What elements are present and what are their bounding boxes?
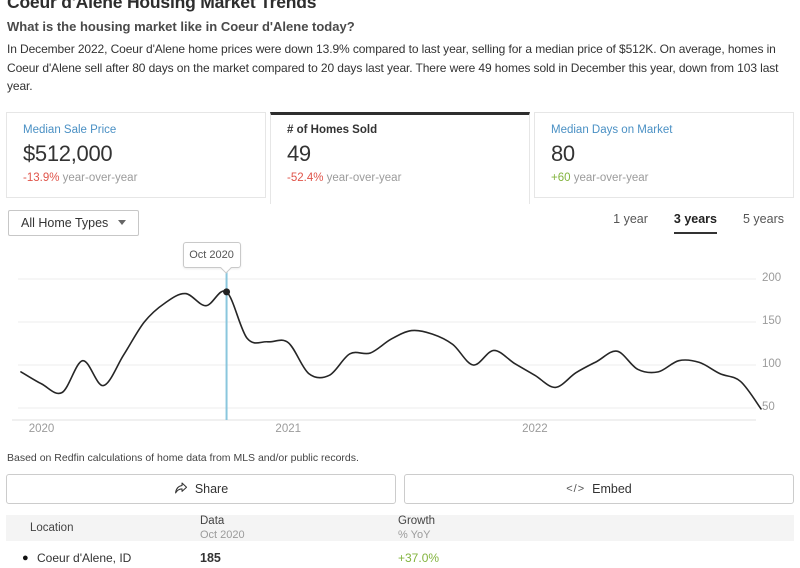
- chevron-down-icon: [118, 220, 127, 225]
- page-subtitle: What is the housing market like in Coeur…: [7, 19, 355, 34]
- chart-tooltip-label: Oct 2020: [189, 248, 234, 261]
- location-data-table: Location Data Oct 2020 Growth % YoY ● Co…: [6, 514, 794, 568]
- range-tab-1-year[interactable]: 1 year: [613, 211, 648, 226]
- location-cell: ● Coeur d'Alene, ID: [6, 551, 200, 565]
- y-axis-tick-label: 100: [762, 357, 782, 370]
- market-summary-text: In December 2022, Coeur d'Alene home pri…: [7, 42, 779, 93]
- column-subtitle: Oct 2020: [200, 528, 245, 541]
- stat-yoy: -52.4% year-over-year: [287, 172, 529, 184]
- column-header-location: Location: [6, 522, 200, 534]
- homes-sold-line-chart[interactable]: 50 100 150 200 2020 2021 2022 Oct 2020: [6, 238, 794, 438]
- y-axis-tick-label: 50: [762, 400, 775, 413]
- stat-change-suffix: year-over-year: [570, 171, 649, 184]
- time-range-tabs: 1 year 3 years 5 years: [613, 212, 794, 234]
- column-header-data: Data Oct 2020: [200, 515, 398, 541]
- series-line: [20, 289, 762, 410]
- x-axis-tick-label: 2022: [522, 422, 548, 435]
- stat-value: 49: [287, 140, 311, 166]
- stat-label[interactable]: Median Sale Price: [23, 123, 117, 136]
- share-embed-bar: Share </> Embed: [6, 473, 794, 504]
- column-title: Data: [200, 514, 225, 527]
- highlight-dot: [223, 287, 231, 295]
- column-subtitle: % YoY: [398, 528, 431, 541]
- series-bullet-icon: ●: [22, 551, 29, 564]
- embed-button-label: Embed: [592, 481, 632, 496]
- x-axis-tick-label: 2021: [275, 422, 302, 435]
- stat-label[interactable]: Median Days on Market: [551, 123, 673, 136]
- x-axis-tick-label: 2020: [28, 422, 55, 435]
- share-button[interactable]: Share: [6, 473, 396, 504]
- growth-value: +37.0%: [398, 550, 440, 565]
- column-header-growth: Growth % YoY: [398, 515, 794, 541]
- data-value: 185: [200, 550, 221, 565]
- stat-change: -13.9%: [23, 171, 60, 184]
- location-name: Coeur d'Alene, ID: [37, 550, 132, 565]
- stat-tab-homes-sold[interactable]: # of Homes Sold 49 -52.4% year-over-year: [270, 111, 530, 204]
- stat-value: $512,000: [23, 140, 113, 166]
- chart-canvas: [12, 267, 762, 420]
- data-source-footnote: Based on Redfin calculations of home dat…: [7, 451, 359, 464]
- stat-change-suffix: year-over-year: [323, 171, 402, 184]
- stat-yoy: -13.9% year-over-year: [23, 172, 265, 184]
- page-title: Coeur d'Alene Housing Market Trends: [7, 0, 317, 12]
- y-axis-tick-label: 150: [762, 314, 782, 327]
- stat-change: -52.4%: [287, 171, 324, 184]
- stat-change: +60: [551, 171, 571, 184]
- stat-tab-median-sale-price[interactable]: Median Sale Price $512,000 -13.9% year-o…: [6, 111, 266, 198]
- stat-change-suffix: year-over-year: [59, 171, 138, 184]
- table-row-coeur-dalene[interactable]: ● Coeur d'Alene, ID 185 +37.0%: [6, 541, 794, 568]
- range-tab-5-years[interactable]: 5 years: [743, 211, 784, 226]
- chart-tooltip: Oct 2020: [182, 241, 241, 274]
- share-icon: [174, 482, 188, 495]
- share-button-label: Share: [194, 481, 229, 496]
- stat-tab-bar: Median Sale Price $512,000 -13.9% year-o…: [6, 111, 794, 204]
- chart-controls: All Home Types 1 year 3 years 5 years: [6, 209, 794, 237]
- table-header-row: Location Data Oct 2020 Growth % YoY: [6, 514, 794, 541]
- range-tab-3-years[interactable]: 3 years: [673, 212, 717, 234]
- home-type-dropdown-label: All Home Types: [21, 215, 109, 230]
- home-type-dropdown[interactable]: All Home Types: [8, 209, 140, 236]
- stat-label[interactable]: # of Homes Sold: [287, 123, 378, 136]
- column-title: Location: [30, 521, 74, 534]
- embed-button[interactable]: </> Embed: [404, 473, 794, 504]
- stat-tab-median-days-on-market[interactable]: Median Days on Market 80 +60 year-over-y…: [534, 111, 794, 198]
- y-axis-tick-label: 200: [762, 271, 782, 284]
- stat-value: 80: [551, 140, 575, 166]
- code-icon: </>: [566, 482, 586, 495]
- column-title: Growth: [398, 514, 436, 527]
- stat-yoy: +60 year-over-year: [551, 172, 793, 184]
